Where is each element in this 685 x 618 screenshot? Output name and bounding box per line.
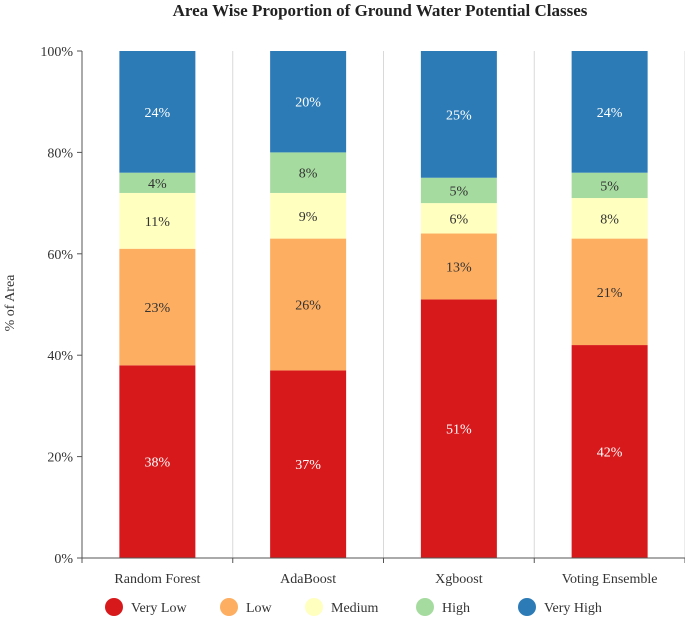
legend: Very Low Low Medium High Very High bbox=[105, 598, 602, 616]
x-tick-label: Random Forest bbox=[114, 572, 200, 587]
data-label: 9% bbox=[299, 210, 318, 225]
y-tick-label: 80% bbox=[47, 146, 73, 161]
bar-segment bbox=[270, 238, 347, 371]
bar-segment bbox=[420, 299, 497, 558]
bar-segment bbox=[119, 172, 196, 193]
bar-segment bbox=[571, 198, 648, 239]
bar-segment bbox=[119, 248, 196, 366]
data-label: 37% bbox=[295, 458, 321, 473]
data-label: 23% bbox=[145, 301, 171, 316]
data-label: 24% bbox=[145, 106, 171, 121]
legend-marker bbox=[416, 598, 434, 616]
data-label: 20% bbox=[295, 96, 321, 111]
y-tick-label: 20% bbox=[47, 451, 73, 466]
y-axis-label: % of Area bbox=[3, 274, 18, 332]
bar-segment bbox=[420, 233, 497, 300]
data-label: 26% bbox=[295, 299, 321, 314]
data-label: 13% bbox=[446, 260, 472, 275]
chart-title: Area Wise Proportion of Ground Water Pot… bbox=[173, 1, 588, 20]
legend-label: High bbox=[442, 601, 470, 616]
bar-segment bbox=[270, 51, 347, 153]
data-label: 25% bbox=[446, 108, 472, 123]
y-tick-label: 40% bbox=[47, 349, 73, 364]
bar-segment bbox=[119, 365, 196, 558]
legend-marker bbox=[518, 598, 536, 616]
x-tick-label: Voting Ensemble bbox=[562, 572, 658, 587]
legend-label: Very Low bbox=[131, 601, 187, 616]
data-label: 5% bbox=[450, 184, 469, 199]
bar-segment bbox=[270, 152, 347, 193]
data-label: 6% bbox=[450, 212, 469, 227]
bar-segment bbox=[420, 203, 497, 234]
bar-segment bbox=[571, 238, 648, 346]
data-label: 5% bbox=[600, 179, 619, 194]
data-label: 24% bbox=[597, 106, 623, 121]
data-label: 8% bbox=[600, 212, 619, 227]
data-label: 4% bbox=[148, 177, 167, 192]
bar-segment bbox=[571, 345, 648, 558]
bar-segment bbox=[270, 370, 347, 558]
legend-label: Medium bbox=[331, 601, 379, 616]
x-tick-label: AdaBoost bbox=[280, 572, 336, 587]
y-tick-label: 100% bbox=[40, 45, 73, 60]
data-label: 8% bbox=[299, 167, 318, 182]
bar-segment bbox=[420, 177, 497, 204]
y-tick-label: 0% bbox=[54, 552, 73, 567]
legend-label: Very High bbox=[544, 601, 602, 616]
legend-marker bbox=[220, 598, 238, 616]
data-label: 42% bbox=[597, 446, 623, 461]
y-tick-label: 60% bbox=[47, 248, 73, 263]
legend-label: Low bbox=[246, 601, 273, 616]
bars: 38% 23% 11% 4% 24% 37% 26% 9% 8% 20% 51% 13% 6% 5% 25%… bbox=[119, 51, 648, 558]
x-tick-label: Xgboost bbox=[435, 572, 483, 587]
data-label: 38% bbox=[145, 456, 171, 471]
bar-segment bbox=[119, 192, 196, 249]
data-label: 21% bbox=[597, 286, 623, 301]
grid bbox=[232, 51, 685, 558]
bar-segment bbox=[119, 51, 196, 173]
legend-marker bbox=[105, 598, 123, 616]
bar-segment bbox=[420, 51, 497, 178]
data-label: 51% bbox=[446, 423, 472, 438]
bar-segment bbox=[270, 192, 347, 239]
data-label: 11% bbox=[145, 215, 170, 230]
bar-segment bbox=[571, 51, 648, 173]
legend-marker bbox=[305, 598, 323, 616]
bar-segment bbox=[571, 172, 648, 199]
axes: 0% 20% 40% 60% 80% 100% Random Forest AdaBoost X… bbox=[40, 45, 685, 587]
